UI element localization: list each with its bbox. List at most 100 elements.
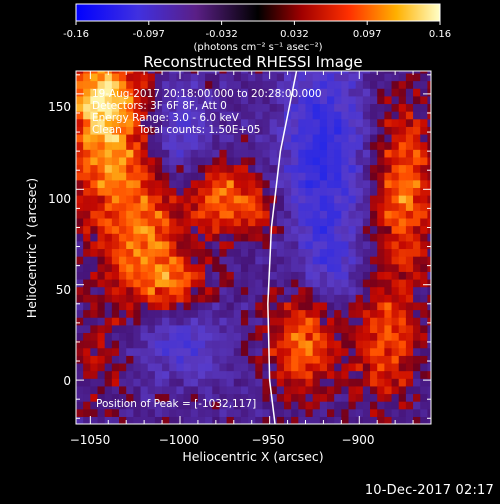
heatmap-cell bbox=[362, 271, 371, 280]
heatmap-cell bbox=[334, 408, 342, 417]
heatmap-cell bbox=[147, 210, 156, 219]
heatmap-cell bbox=[291, 332, 299, 341]
heatmap-cell bbox=[370, 179, 378, 188]
heatmap-cell bbox=[233, 355, 242, 364]
heatmap-cell bbox=[362, 225, 371, 234]
heatmap-cell bbox=[305, 278, 314, 288]
heatmap-cell bbox=[305, 88, 314, 97]
heatmap-cell bbox=[226, 355, 235, 364]
heatmap-cell bbox=[219, 416, 228, 424]
heatmap-cell bbox=[119, 355, 127, 364]
heatmap-cell bbox=[370, 278, 378, 288]
heatmap-cell bbox=[319, 88, 328, 97]
heatmap-cell bbox=[126, 225, 134, 234]
heatmap-cell bbox=[262, 294, 271, 303]
heatmap-cell bbox=[255, 210, 264, 219]
heatmap-cell bbox=[370, 133, 378, 143]
heatmap-cell bbox=[377, 286, 385, 295]
heatmap-cell bbox=[341, 156, 350, 166]
heatmap-cell bbox=[377, 355, 385, 364]
heatmap-cell bbox=[233, 294, 242, 303]
heatmap-cell bbox=[147, 370, 156, 379]
heatmap-cell bbox=[133, 248, 142, 257]
heatmap-cell bbox=[348, 370, 357, 379]
heatmap-cell bbox=[197, 164, 206, 173]
heatmap-cell bbox=[226, 370, 235, 379]
heatmap-cell bbox=[240, 80, 249, 89]
heatmap-cell bbox=[248, 332, 256, 341]
heatmap-cell bbox=[398, 271, 407, 280]
heatmap-cell bbox=[169, 263, 177, 272]
heatmap-cell bbox=[169, 301, 177, 311]
heatmap-cell bbox=[269, 103, 278, 112]
heatmap-cell bbox=[190, 88, 199, 97]
heatmap-cell bbox=[384, 88, 393, 97]
heatmap-cell bbox=[140, 202, 149, 211]
heatmap-cell bbox=[197, 378, 206, 387]
heatmap-cell bbox=[370, 263, 378, 272]
heatmap-cell bbox=[391, 141, 400, 150]
heatmap-cell bbox=[377, 172, 385, 181]
heatmap-cell bbox=[233, 385, 242, 395]
heatmap-cell bbox=[111, 179, 120, 188]
heatmap-cell bbox=[111, 347, 120, 356]
heatmap-cell bbox=[147, 72, 156, 82]
heatmap-cell bbox=[212, 103, 221, 112]
heatmap-cell bbox=[190, 164, 199, 173]
heatmap-cell bbox=[420, 88, 429, 97]
heatmap-cell bbox=[262, 340, 271, 349]
heatmap-cell bbox=[162, 103, 170, 112]
heatmap-cell bbox=[427, 118, 431, 127]
heatmap-cell bbox=[269, 278, 278, 288]
heatmap-cell bbox=[169, 408, 177, 417]
heatmap-cell bbox=[205, 240, 213, 250]
heatmap-cell bbox=[291, 309, 299, 318]
heatmap-cell bbox=[176, 370, 185, 379]
heatmap-cell bbox=[140, 187, 149, 196]
heatmap-cell bbox=[240, 225, 249, 234]
heatmap-cell bbox=[341, 202, 350, 211]
heatmap-cell bbox=[226, 408, 235, 417]
heatmap-cell bbox=[76, 401, 84, 410]
heatmap-cell bbox=[341, 317, 350, 326]
heatmap-cell bbox=[348, 256, 357, 265]
heatmap-cell bbox=[262, 111, 271, 120]
heatmap-cell bbox=[362, 278, 371, 288]
heatmap-cell bbox=[312, 385, 321, 395]
heatmap-cell bbox=[76, 370, 84, 379]
heatmap-cell bbox=[355, 111, 364, 120]
heatmap-cell bbox=[305, 362, 314, 372]
heatmap-cell bbox=[126, 286, 134, 295]
heatmap-cell bbox=[298, 88, 307, 97]
heatmap-cell bbox=[97, 263, 106, 272]
heatmap-cell bbox=[291, 362, 299, 372]
heatmap-cell bbox=[327, 72, 335, 82]
heatmap-cell bbox=[240, 256, 249, 265]
heatmap-cell bbox=[212, 240, 221, 250]
heatmap-cell bbox=[327, 149, 335, 158]
heatmap-cell bbox=[212, 362, 221, 372]
x-axis-title: Heliocentric X (arcsec) bbox=[182, 449, 323, 464]
heatmap-cell bbox=[212, 141, 221, 150]
heatmap-cell bbox=[126, 263, 134, 272]
heatmap-cell bbox=[97, 385, 106, 395]
heatmap-cell bbox=[219, 317, 228, 326]
heatmap-cell bbox=[154, 240, 163, 250]
heatmap-cell bbox=[119, 72, 127, 82]
heatmap-cell bbox=[420, 271, 429, 280]
heatmap-cell bbox=[183, 95, 192, 105]
heatmap-cell bbox=[413, 156, 421, 166]
heatmap-cell bbox=[370, 225, 378, 234]
heatmap-cell bbox=[312, 95, 321, 105]
heatmap-cell bbox=[126, 172, 134, 181]
heatmap-cell bbox=[362, 378, 371, 387]
heatmap-cell bbox=[212, 225, 221, 234]
heatmap-cell bbox=[133, 95, 142, 105]
heatmap-cell bbox=[262, 332, 271, 341]
heatmap-cell bbox=[183, 340, 192, 349]
heatmap-cell bbox=[377, 416, 385, 424]
heatmap-cell bbox=[391, 149, 400, 158]
heatmap-cell bbox=[370, 286, 378, 295]
heatmap-cell bbox=[154, 80, 163, 89]
heatmap-cell bbox=[269, 324, 278, 334]
